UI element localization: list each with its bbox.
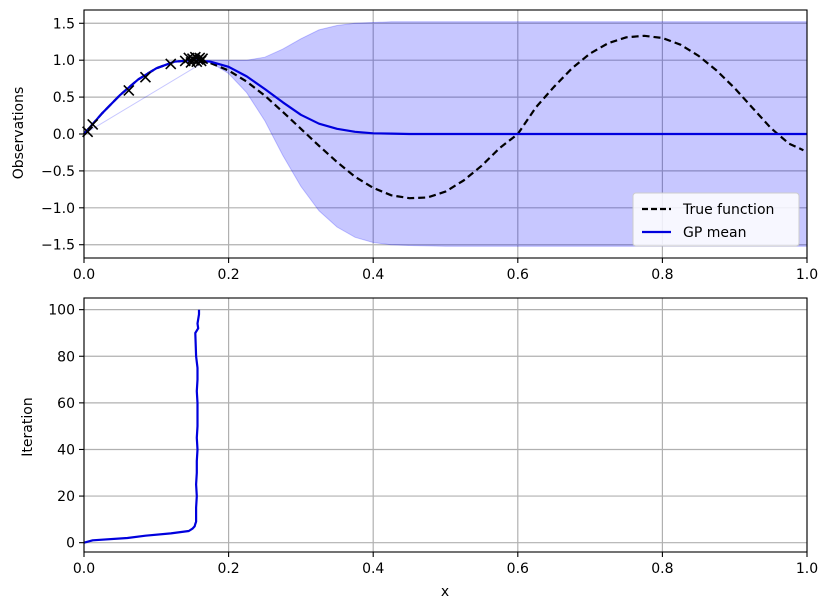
legend-label-gp-mean: GP mean [683, 225, 746, 241]
y-axis-label: Observations [11, 87, 27, 180]
x-tick-label: 0.6 [507, 561, 529, 577]
observation-point [165, 58, 177, 70]
y-tick-label: 20 [57, 489, 75, 505]
x-tick-label: 0.4 [362, 561, 384, 577]
observation-point [194, 52, 206, 64]
legend-box [632, 192, 800, 247]
y-tick-label: −1.0 [41, 201, 75, 217]
y-tick-label: −0.5 [41, 164, 75, 180]
y-ticks: 0 20 40 60 80 100 [48, 303, 84, 552]
x-tick-label: 0.2 [217, 561, 239, 577]
x-tick-label: 1.0 [796, 267, 818, 283]
series-layer [83, 309, 201, 544]
x-axis-label: x [441, 584, 449, 600]
y-tick-label: −1.5 [41, 238, 75, 254]
y-tick-label: 40 [57, 442, 75, 458]
observation-point [123, 84, 135, 97]
x-tick-label: 0.2 [217, 267, 239, 283]
y-tick-label: 100 [48, 303, 75, 319]
x-tick-label: 0.0 [73, 267, 95, 283]
observation-point [139, 71, 152, 83]
x-tick-label: 0.6 [507, 267, 529, 283]
y-ticks: −1.5 −1.0 −0.5 0.0 0.5 1.0 1.5 [41, 16, 84, 254]
observation-point [197, 53, 209, 65]
y-tick-label: 1.0 [53, 53, 75, 69]
y-tick-label: 0.5 [53, 90, 75, 106]
observations-chart: 0.0 0.2 0.4 0.6 0.8 1.0 −1.5 −1.0 −0.5 0.0 0.5 1.0… [11, 9, 818, 283]
y-tick-label: 0 [66, 536, 75, 552]
y-tick-label: 0.0 [53, 127, 75, 143]
y-tick-label: 1.5 [53, 16, 75, 32]
y-tick-label: 80 [57, 349, 75, 365]
y-tick-label: 60 [57, 396, 75, 412]
x-tick-label: 0.8 [651, 561, 673, 577]
x-ticks: 0.0 0.2 0.4 0.6 0.8 1.0 [73, 552, 818, 577]
grid [83, 298, 808, 552]
legend-label-true-function: True function [682, 202, 774, 218]
observation-point [87, 118, 99, 130]
x-tick-label: 1.0 [796, 561, 818, 577]
x-tick-label: 0.8 [651, 267, 673, 283]
x-tick-label: 0.0 [73, 561, 95, 577]
legend: True function GP mean [632, 192, 800, 247]
x-ticks: 0.0 0.2 0.4 0.6 0.8 1.0 [73, 258, 818, 283]
y-axis-label: Iteration [20, 397, 36, 456]
series-line-iteration [83, 309, 201, 544]
plot-frame [83, 297, 808, 553]
iteration-chart: 0.0 0.2 0.4 0.6 0.8 1.0 0 20 40 60 80 100 Iteratio… [20, 297, 818, 600]
x-tick-label: 0.4 [362, 267, 384, 283]
